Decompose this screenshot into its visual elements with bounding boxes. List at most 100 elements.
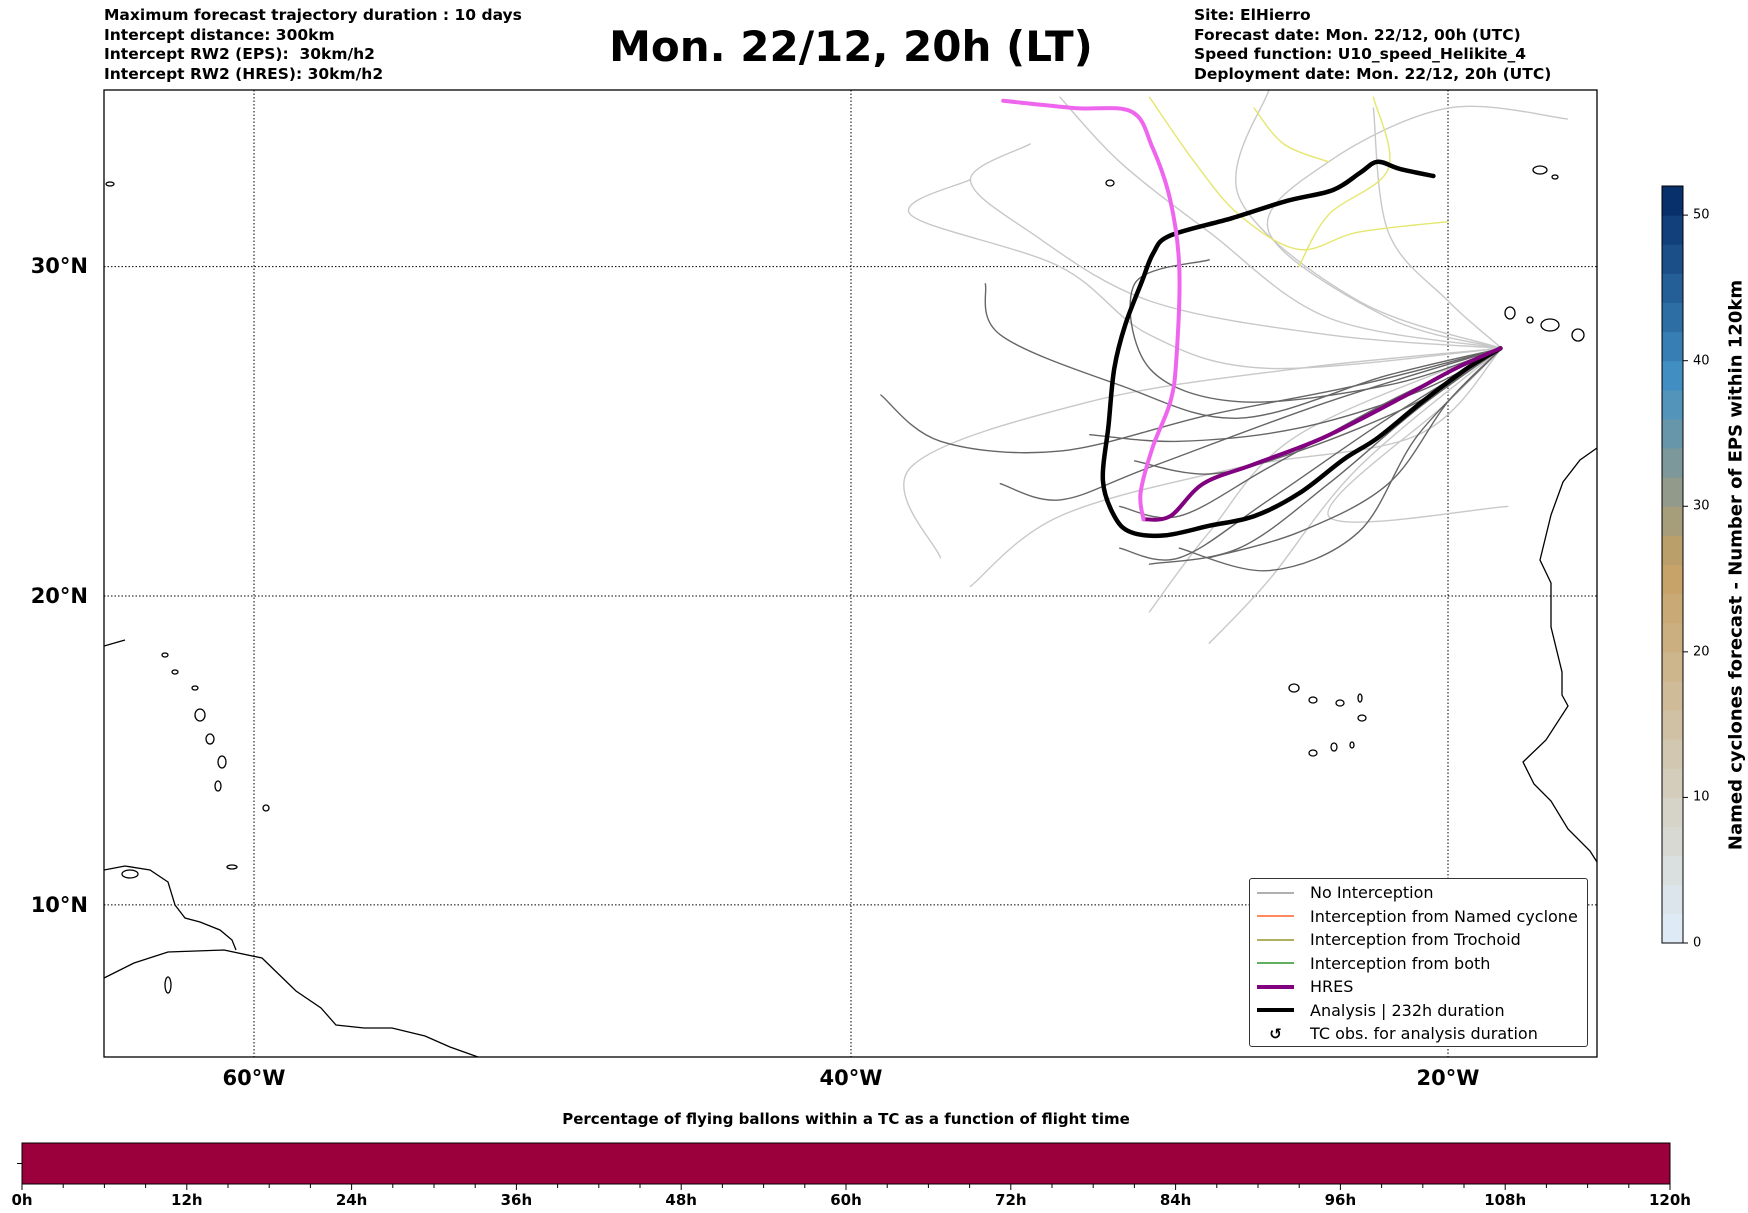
colorbar-segment [1662,448,1683,478]
param-line: Intercept distance: 300km [104,25,335,44]
colorbar-segment [1662,768,1683,798]
time-tick-label: 60h [830,1191,862,1209]
eps-track-no-interception [1208,347,1503,559]
site-line: Forecast date: Mon. 22/12, 00h (UTC) [1194,25,1521,44]
eps-track-no-interception [1129,259,1503,403]
time-tick-label: 12h [171,1191,203,1209]
trajectories [880,90,1569,644]
colorbar-segment [1662,215,1683,245]
run-parameters: Maximum forecast trajectory duration : 1… [104,6,522,84]
colorbar [1661,185,1688,944]
colorbar-segment [1662,244,1683,274]
colorbar-segment [1662,797,1683,828]
caribbean-coast [104,865,237,951]
colorbar-segment [1662,710,1683,740]
islands [105,165,1585,994]
site-line: Site: ElHierro [1194,6,1311,24]
flight-time-bar-title: Percentage of flying ballons within a TC… [562,1110,1130,1128]
map-frame [103,89,1598,1058]
legend-item-analysis: Analysis | 232h duration [1250,999,1505,1023]
flight-time-fill [21,1142,1671,1185]
eps-track-yellow [1298,96,1391,268]
colorbar-segment [1662,389,1683,420]
legend-item-tc-obs: ↺ TC obs. for analysis duration [1250,1022,1538,1046]
colorbar-segment [1662,651,1683,682]
colorbar-segment [1662,739,1683,769]
eps-track-no-interception [999,347,1503,501]
colorbar-segment [1662,302,1683,333]
flight-time-bar [17,1142,1671,1190]
lat-label-20n: 20°N [30,584,88,608]
legend: No Interception Interception from Named … [1249,878,1588,1047]
colorbar-segment [1662,331,1683,362]
eps-track-no-interception [1119,347,1503,561]
south-america-coast [104,949,479,1057]
legend-label: TC obs. for analysis duration [1310,1024,1538,1044]
colorbar-tick: 20 [1693,644,1710,660]
colorbar-segment [1662,418,1683,449]
site-info: Site: ElHierro Forecast date: Mon. 22/12… [1194,6,1551,84]
colorbar-segment [1662,593,1683,624]
param-line: Intercept RW2 (EPS): 30km/h2 [104,45,375,63]
lon-label-40w: 40°W [819,1066,883,1090]
colorbar-tick: 10 [1693,789,1710,805]
colorbar-segment [1662,186,1683,216]
legend-item-hres: HRES [1250,975,1353,999]
param-line: Maximum forecast trajectory duration : 1… [104,6,522,24]
eps-track-light [1266,105,1569,349]
legend-item-trochoid: Interception from Trochoid [1250,928,1521,952]
colorbar-segment [1662,477,1683,507]
time-tick-label: 48h [665,1191,697,1209]
colorbar-tick: 30 [1693,498,1710,514]
colorbar-segment [1662,913,1683,944]
legend-label: Analysis | 232h duration [1310,1000,1505,1020]
colorbar-segment [1662,884,1683,915]
eps-track-light [907,178,1503,370]
chart-title: Mon. 22/12, 20h (LT) [609,22,1093,71]
time-tick-label: 96h [1324,1191,1357,1209]
analysis-track [1100,159,1503,539]
map-grid [104,90,1597,1057]
eps-track-light [903,347,1503,559]
lon-label-60w: 60°W [222,1066,286,1090]
lat-label-10n: 10°N [30,893,88,917]
legend-item-named-cyclone: Interception from Named cyclone [1250,905,1578,929]
param-line: Intercept RW2 (HRES): 30km/h2 [104,64,384,83]
colorbar-frame [1661,185,1684,944]
legend-label: Interception from Trochoid [1310,930,1521,950]
legend-label: Interception from Named cyclone [1310,906,1578,926]
time-tick-label: 0h [11,1191,33,1209]
time-tick-label: 120h [1649,1191,1691,1209]
colorbar-segment [1662,506,1683,536]
colorbar-tick: 50 [1693,207,1710,223]
hres-track-late [1001,98,1182,522]
colorbar-segment [1662,564,1683,595]
legend-label: Interception from both [1310,953,1491,973]
hres-track [1141,346,1503,522]
colorbar-segment [1662,273,1683,303]
colorbar-segment [1662,535,1683,565]
legend-label: HRES [1310,977,1354,997]
time-tick-label: 84h [1159,1191,1192,1209]
eps-track-light [1148,347,1503,613]
coastlines [104,165,1597,1057]
legend-item-no-interception: No Interception [1250,881,1434,905]
eps-track-light [1059,96,1503,349]
colorbar-segment [1662,622,1683,653]
time-tick-label: 72h [995,1191,1027,1209]
eps-track-yellow [1148,96,1449,251]
eps-track-light [1208,347,1503,644]
colorbar-segment [1662,360,1683,391]
eps-track-no-interception [984,283,1503,419]
time-tick-label: 108h [1484,1191,1527,1209]
eps-track-no-interception [880,347,1503,454]
legend-label: No Interception [1310,883,1434,903]
site-line: Speed function: U10_speed_Helikite_4 [1194,45,1527,63]
eps-track-yellow [1253,107,1330,163]
tc-symbol-icon: ↺ [1269,1024,1282,1043]
eps-track-light [1234,90,1503,349]
colorbar-tick: 0 [1693,935,1702,951]
time-tick-label: 36h [500,1191,533,1209]
eps-track-light [1372,107,1503,349]
